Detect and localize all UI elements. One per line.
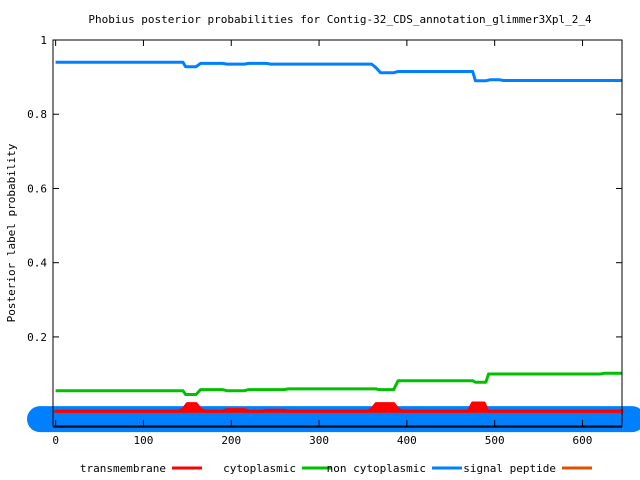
x-tick-label: 200 xyxy=(221,434,241,447)
legend-label-transmembrane: transmembrane xyxy=(80,462,166,475)
legend-label-non-cytoplasmic: non cytoplasmic xyxy=(327,462,426,475)
y-tick-label: 1 xyxy=(40,34,47,47)
series-layer xyxy=(54,60,624,413)
legend: transmembrane cytoplasmic non cytoplasmic s… xyxy=(80,462,592,475)
y-axis-label: Posterior label probability xyxy=(5,143,18,322)
x-tick-label: 500 xyxy=(485,434,505,447)
x-tick-label: 400 xyxy=(397,434,417,447)
x-tick-label: 600 xyxy=(573,434,593,447)
series-non-cytoplasmic-line xyxy=(55,60,622,83)
y-tick-label: 0.6 xyxy=(27,182,47,195)
series-transmembrane-line xyxy=(55,401,622,413)
legend-label-signal-peptide: signal peptide xyxy=(463,462,556,475)
plot-frame xyxy=(52,39,623,427)
x-tick-label: 0 xyxy=(52,434,59,447)
x-tick-label: 100 xyxy=(134,434,154,447)
chart-title: Phobius posterior probabilities for Cont… xyxy=(88,13,592,26)
legend-label-cytoplasmic: cytoplasmic xyxy=(223,462,296,475)
x-tick-label: 300 xyxy=(309,434,329,447)
y-tick-label: 0.4 xyxy=(27,257,47,270)
series-cytoplasmic-line xyxy=(55,371,622,396)
y-tick-label: 0.2 xyxy=(27,331,47,344)
y-tick-label: 0.8 xyxy=(27,108,47,121)
tick-layer: 0 100 200 300 400 500 600 0.2 0.4 0.6 0.8 1 xyxy=(27,34,622,447)
zero-band-layer xyxy=(27,406,640,433)
